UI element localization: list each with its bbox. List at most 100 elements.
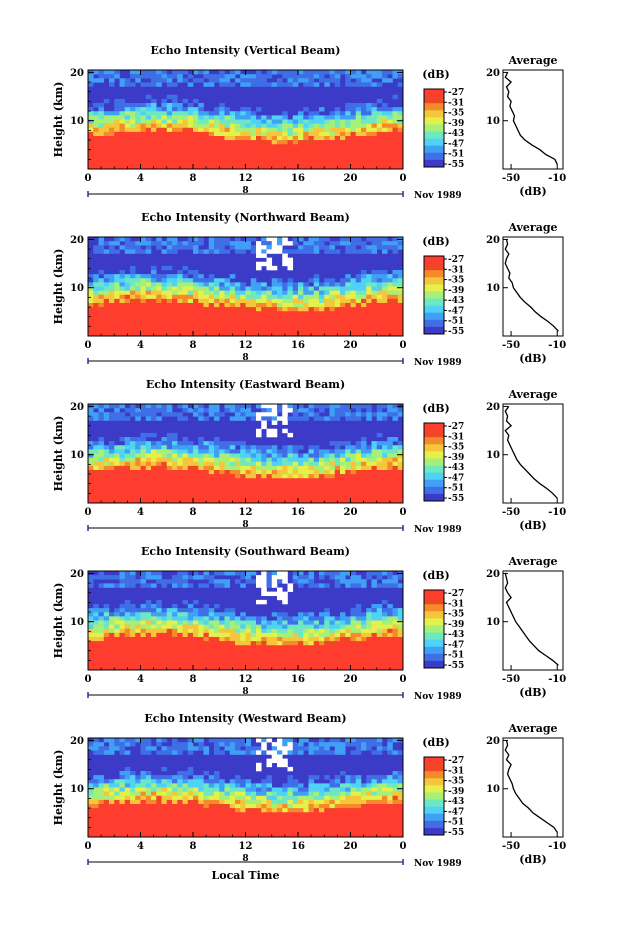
heatmap-cell — [303, 127, 309, 133]
heatmap-cell — [109, 278, 115, 283]
heatmap-cell — [245, 412, 252, 417]
heatmap-cell — [245, 152, 252, 157]
heatmap-cell — [277, 657, 283, 663]
heatmap-cell — [98, 144, 105, 149]
heatmap-cell — [98, 632, 105, 638]
heatmap-cell — [329, 152, 336, 157]
heatmap-cell — [182, 311, 189, 316]
heatmap-cell — [292, 498, 299, 504]
heatmap-cell — [287, 136, 294, 141]
heatmap-cell — [334, 624, 341, 630]
colorbar-band — [424, 110, 444, 118]
heatmap-cell — [298, 738, 304, 743]
heatmap-cell — [271, 307, 278, 312]
heatmap-cell — [256, 286, 262, 291]
colorbar-band — [424, 103, 444, 111]
heatmap-cell — [88, 665, 94, 671]
heatmap-cell — [266, 144, 273, 149]
heatmap-cell — [382, 453, 388, 458]
heatmap-cell — [308, 82, 315, 87]
heatmap-cell — [319, 148, 325, 153]
heatmap-cell — [292, 494, 299, 500]
heatmap-cell — [151, 404, 157, 409]
heatmap-cell — [371, 461, 378, 467]
heatmap-cell — [261, 649, 267, 654]
heatmap-cell — [376, 270, 383, 275]
heatmap-cell — [151, 775, 157, 780]
heatmap-cell — [203, 282, 210, 287]
heatmap-cell — [224, 465, 231, 471]
heatmap-cell — [98, 78, 105, 83]
heatmap-cell — [166, 624, 173, 630]
heatmap-cell — [88, 661, 94, 667]
heatmap-cell — [124, 620, 131, 625]
heatmap-cell — [245, 307, 252, 312]
average-y-tick-label: 20 — [486, 569, 500, 580]
heatmap-cell — [224, 583, 231, 588]
heatmap-cell — [198, 457, 204, 463]
panel-4: Echo Intensity (Southward Beam)0 4 8 12 16 20… — [52, 545, 566, 702]
heatmap-cell — [287, 416, 294, 421]
heatmap-cell — [334, 82, 341, 87]
heatmap-cell — [103, 127, 110, 133]
heatmap-cell — [371, 315, 378, 320]
heatmap-cell — [345, 144, 351, 149]
heatmap-cell — [350, 107, 357, 112]
heatmap-cell — [345, 620, 351, 625]
heatmap-cell — [355, 282, 362, 287]
heatmap-cell — [350, 245, 357, 250]
heatmap-cell — [103, 612, 110, 617]
heatmap-cell — [214, 457, 220, 463]
heatmap-cell — [151, 319, 157, 324]
heatmap-cell — [124, 649, 131, 654]
heatmap-cell — [166, 465, 173, 471]
heatmap-cell — [224, 323, 231, 329]
heatmap-cell — [119, 632, 126, 638]
heatmap-cell — [156, 632, 162, 638]
heatmap-cell — [319, 74, 325, 79]
heatmap-cell — [219, 661, 225, 667]
heatmap-cell — [340, 457, 346, 463]
heatmap-cell — [214, 404, 220, 409]
heatmap-cell — [166, 319, 173, 324]
heatmap-cell — [135, 579, 141, 584]
heatmap-cell — [256, 82, 262, 87]
heatmap-cell — [177, 637, 183, 642]
heatmap-cell — [177, 453, 183, 458]
heatmap-cell — [298, 653, 304, 658]
heatmap-cell — [350, 457, 357, 463]
heatmap-cell — [140, 571, 147, 576]
heatmap-cell — [303, 294, 309, 300]
heatmap-cell — [208, 575, 215, 580]
heatmap-cell — [256, 445, 262, 450]
heatmap-cell — [198, 490, 204, 496]
heatmap-cell — [93, 470, 99, 475]
heatmap-cell — [93, 298, 99, 304]
heatmap-cell — [219, 571, 225, 576]
heatmap-cell — [329, 278, 336, 283]
heatmap-cell — [287, 478, 294, 483]
heatmap-cell — [392, 486, 399, 491]
heatmap-cell — [282, 290, 288, 296]
heatmap-cell — [172, 136, 178, 141]
heatmap-cell — [355, 641, 362, 646]
colorbar-tick-label: -39 — [448, 119, 464, 129]
heatmap-cell — [382, 294, 388, 300]
heatmap-cell — [261, 645, 267, 650]
heatmap-cell — [376, 408, 383, 413]
heatmap-cell — [277, 152, 283, 157]
heatmap-cell — [98, 408, 105, 413]
heatmap-cell — [350, 750, 357, 755]
heatmap-cell — [282, 307, 288, 312]
heatmap-cell — [103, 616, 110, 621]
heatmap-cell — [114, 237, 120, 242]
heatmap-cell — [287, 282, 294, 287]
heatmap-cell — [166, 323, 173, 329]
heatmap-cell — [324, 123, 330, 129]
heatmap-cell — [224, 131, 231, 137]
heatmap-cell — [88, 616, 94, 621]
heatmap-cell — [235, 282, 241, 287]
heatmap-cell — [208, 628, 215, 634]
heatmap-cell — [345, 294, 351, 300]
heatmap-cell — [140, 144, 147, 149]
